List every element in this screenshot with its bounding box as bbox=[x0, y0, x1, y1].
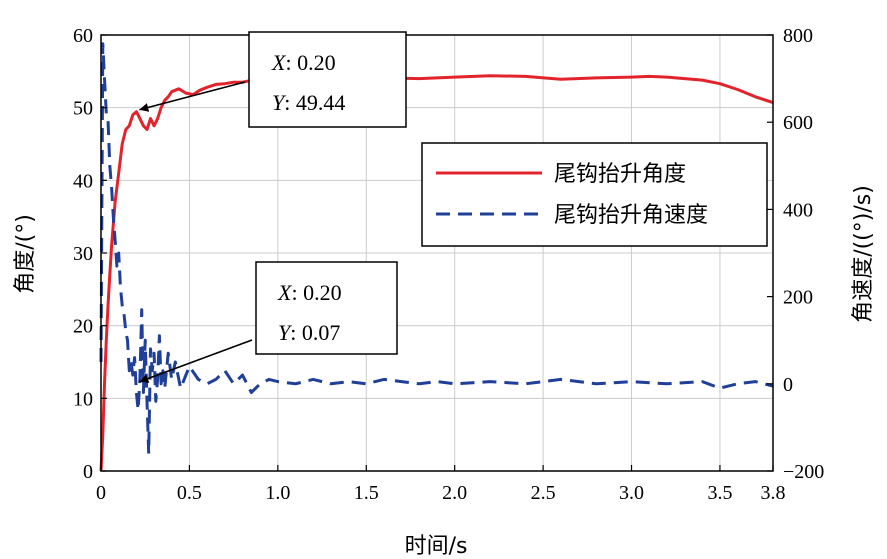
y-left-tick-label: 30 bbox=[73, 243, 93, 265]
annotation-x-text: X: 0.20 bbox=[277, 280, 342, 305]
x-tick-label: 3.5 bbox=[707, 482, 732, 504]
y-right-tick-label: 0 bbox=[783, 374, 793, 396]
tick-layer: 0 0.5 1.0 1.5 2.0 2.5 3.0 3.5 3.8 0 10 20 30 40 50 60 −2… bbox=[73, 25, 824, 504]
series-layer bbox=[99, 42, 774, 472]
y-left-tick-label: 40 bbox=[73, 170, 93, 192]
x-tick-label: 1.5 bbox=[354, 482, 379, 504]
x-tick-label: 0.5 bbox=[177, 482, 202, 504]
y-left-tick-label: 10 bbox=[73, 388, 93, 410]
y-right-tick-label: 200 bbox=[783, 287, 813, 309]
annotation-layer: X: 0.20 Y: 49.44 X: 0.20 Y: 0.07 bbox=[139, 31, 407, 383]
annotation-box bbox=[255, 261, 398, 355]
series-line-angular-velocity bbox=[99, 42, 774, 456]
y-right-tick-label: −200 bbox=[783, 461, 824, 483]
y-axis-left-label: 角度/(°) bbox=[13, 214, 38, 294]
series-line-angle bbox=[99, 74, 774, 472]
y-left-tick-label: 0 bbox=[83, 461, 93, 483]
legend-label: 尾钩抬升角度 bbox=[554, 162, 686, 187]
annotation-box bbox=[248, 31, 407, 128]
x-tick-label: 0 bbox=[96, 482, 106, 504]
annotation-arrow bbox=[139, 81, 246, 112]
annotation-x-text: X: 0.20 bbox=[271, 50, 336, 75]
y-right-tick-label: 600 bbox=[783, 112, 813, 134]
y-left-tick-label: 50 bbox=[73, 98, 93, 120]
annotation-y-text: Y: 49.44 bbox=[272, 90, 345, 115]
y-left-tick-label: 60 bbox=[73, 25, 93, 47]
annotation-y-text: Y: 0.07 bbox=[278, 320, 340, 345]
annotation-arrow bbox=[139, 339, 253, 383]
x-tick-label: 2.0 bbox=[442, 482, 467, 504]
y-axis-right-label: 角速度/((°)/s) bbox=[851, 185, 876, 323]
x-axis-label: 时间/s bbox=[405, 534, 468, 559]
x-tick-label: 3.8 bbox=[761, 482, 786, 504]
grid-lines bbox=[100, 34, 774, 472]
y-right-tick-label: 800 bbox=[783, 25, 813, 47]
x-tick-label: 1.0 bbox=[265, 482, 290, 504]
y-left-tick-label: 20 bbox=[73, 316, 93, 338]
x-tick-label: 3.0 bbox=[619, 482, 644, 504]
y-right-tick-label: 400 bbox=[783, 199, 813, 221]
x-tick-label: 2.5 bbox=[531, 482, 556, 504]
legend-label: 尾钩抬升角速度 bbox=[554, 203, 708, 228]
legend-box bbox=[421, 142, 768, 247]
